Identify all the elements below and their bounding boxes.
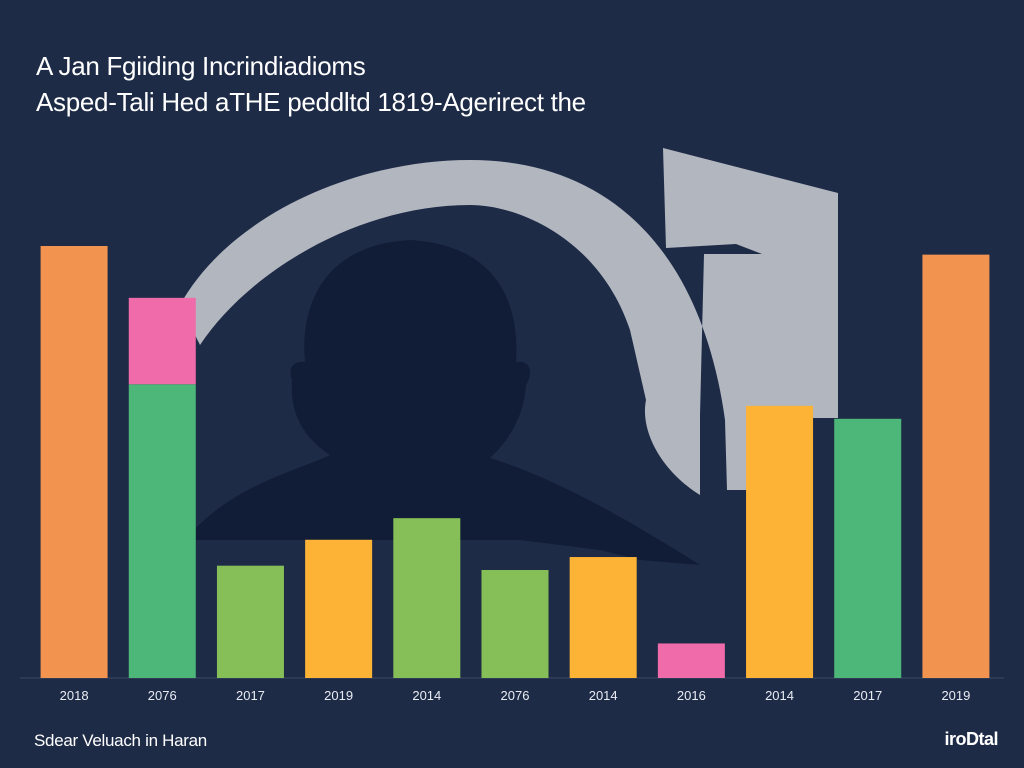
x-tick-label-0: 2018 — [60, 688, 89, 703]
x-tick-label-7: 2016 — [677, 688, 706, 703]
x-tick-labels: 2018 2076 2017 2019 2014 2076 2014 2016 2014 2017… — [60, 688, 971, 703]
bar-4 — [393, 518, 461, 678]
bar-10 — [922, 254, 990, 678]
x-tick-label-10: 2019 — [941, 688, 970, 703]
chart-title-line-1: A Jan Fgiiding Incrindiadioms — [36, 51, 366, 81]
bar-0 — [40, 246, 108, 678]
background-illustration — [180, 148, 838, 565]
bar-1-lower — [128, 384, 196, 678]
x-tick-label-6: 2014 — [589, 688, 618, 703]
bar-9 — [834, 418, 902, 678]
chart-title-line-2: Asped-Tali Hed aTHE peddltd 1819-Agerire… — [36, 87, 586, 117]
chart-title: A Jan Fgiiding Incrindiadioms Asped-Tali… — [36, 48, 586, 120]
person-silhouette-icon — [185, 240, 700, 565]
bar-8 — [746, 405, 814, 678]
bar-5 — [481, 570, 549, 678]
x-tick-label-2: 2017 — [236, 688, 265, 703]
x-tick-label-5: 2076 — [501, 688, 530, 703]
bar-1-upper — [128, 297, 196, 385]
x-tick-label-4: 2014 — [412, 688, 441, 703]
bar-6 — [569, 557, 637, 678]
bars-group — [40, 246, 990, 678]
bar-2 — [216, 565, 284, 678]
source-caption: Sdear Veluach in Haran — [34, 731, 207, 750]
brand-logo: iroDtal — [944, 729, 998, 749]
x-tick-label-3: 2019 — [324, 688, 353, 703]
bar-7 — [657, 643, 725, 678]
x-tick-label-1: 2076 — [148, 688, 177, 703]
x-tick-label-8: 2014 — [765, 688, 794, 703]
background-gray-shape — [180, 148, 838, 495]
x-tick-label-9: 2017 — [853, 688, 882, 703]
bar-3 — [305, 539, 373, 678]
